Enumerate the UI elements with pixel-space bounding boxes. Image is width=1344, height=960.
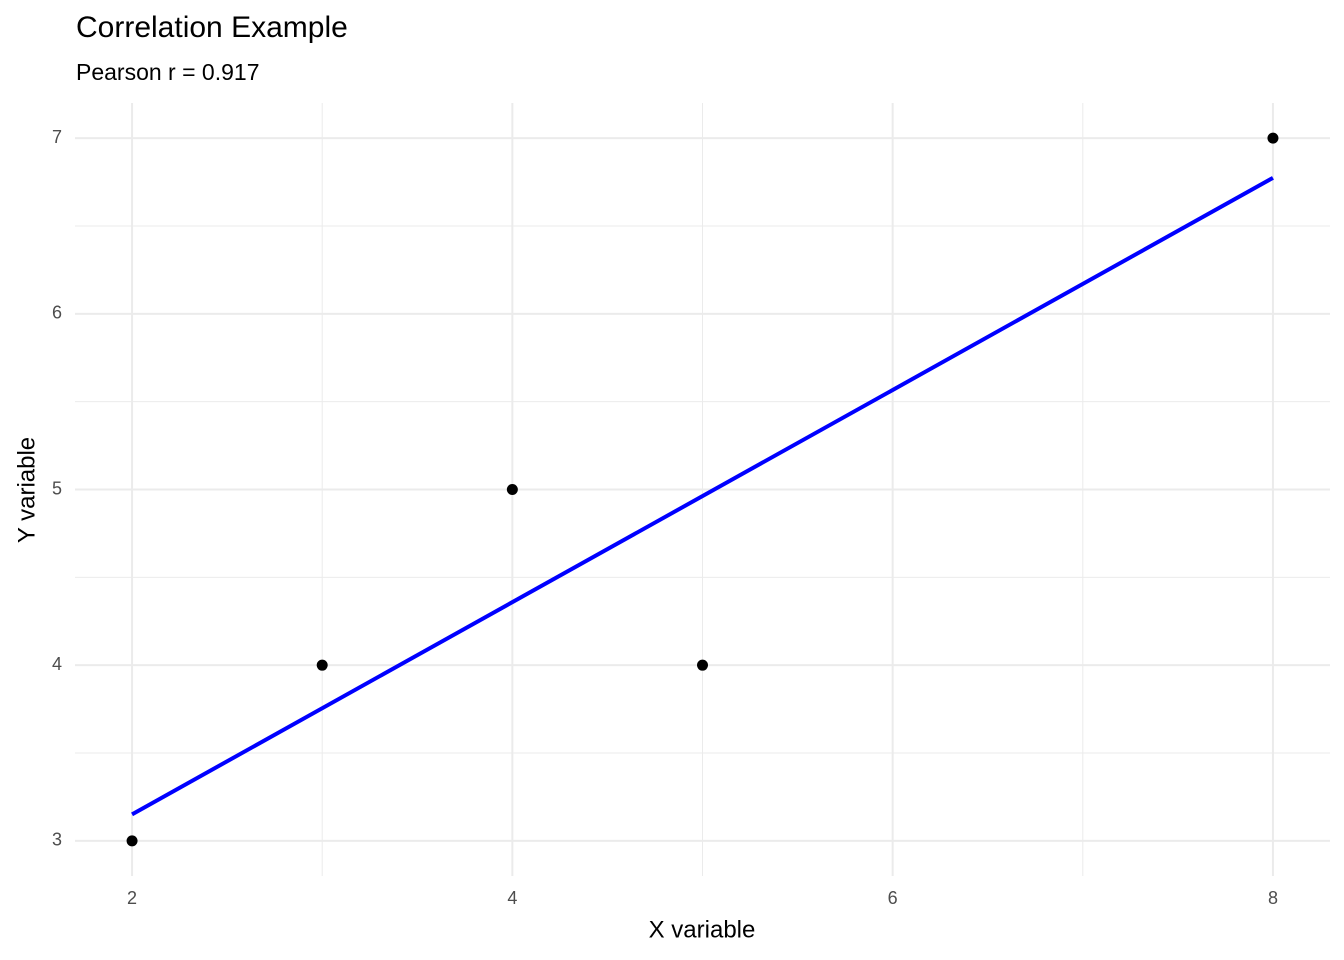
y-tick-label: 5 [52,478,62,498]
y-tick-label: 3 [52,830,62,850]
point [1267,132,1279,144]
y-tick-label: 7 [52,127,62,147]
y-tick-label: 4 [52,654,62,674]
y-tick-label: 6 [52,303,62,323]
point [506,484,518,495]
chart-subtitle: Pearson r = 0.917 [76,59,259,85]
x-axis-title: X variable [649,916,756,943]
y-axis-title: Y variable [13,437,40,543]
chart-title: Correlation Example [76,11,348,44]
point [697,659,708,671]
point [126,835,138,847]
point [316,659,328,671]
x-tick-label: 8 [1268,888,1278,908]
x-tick-label: 4 [507,888,517,908]
x-tick-label: 2 [127,888,137,908]
fit-line [131,176,1274,817]
x-tick-label: 6 [888,888,898,908]
